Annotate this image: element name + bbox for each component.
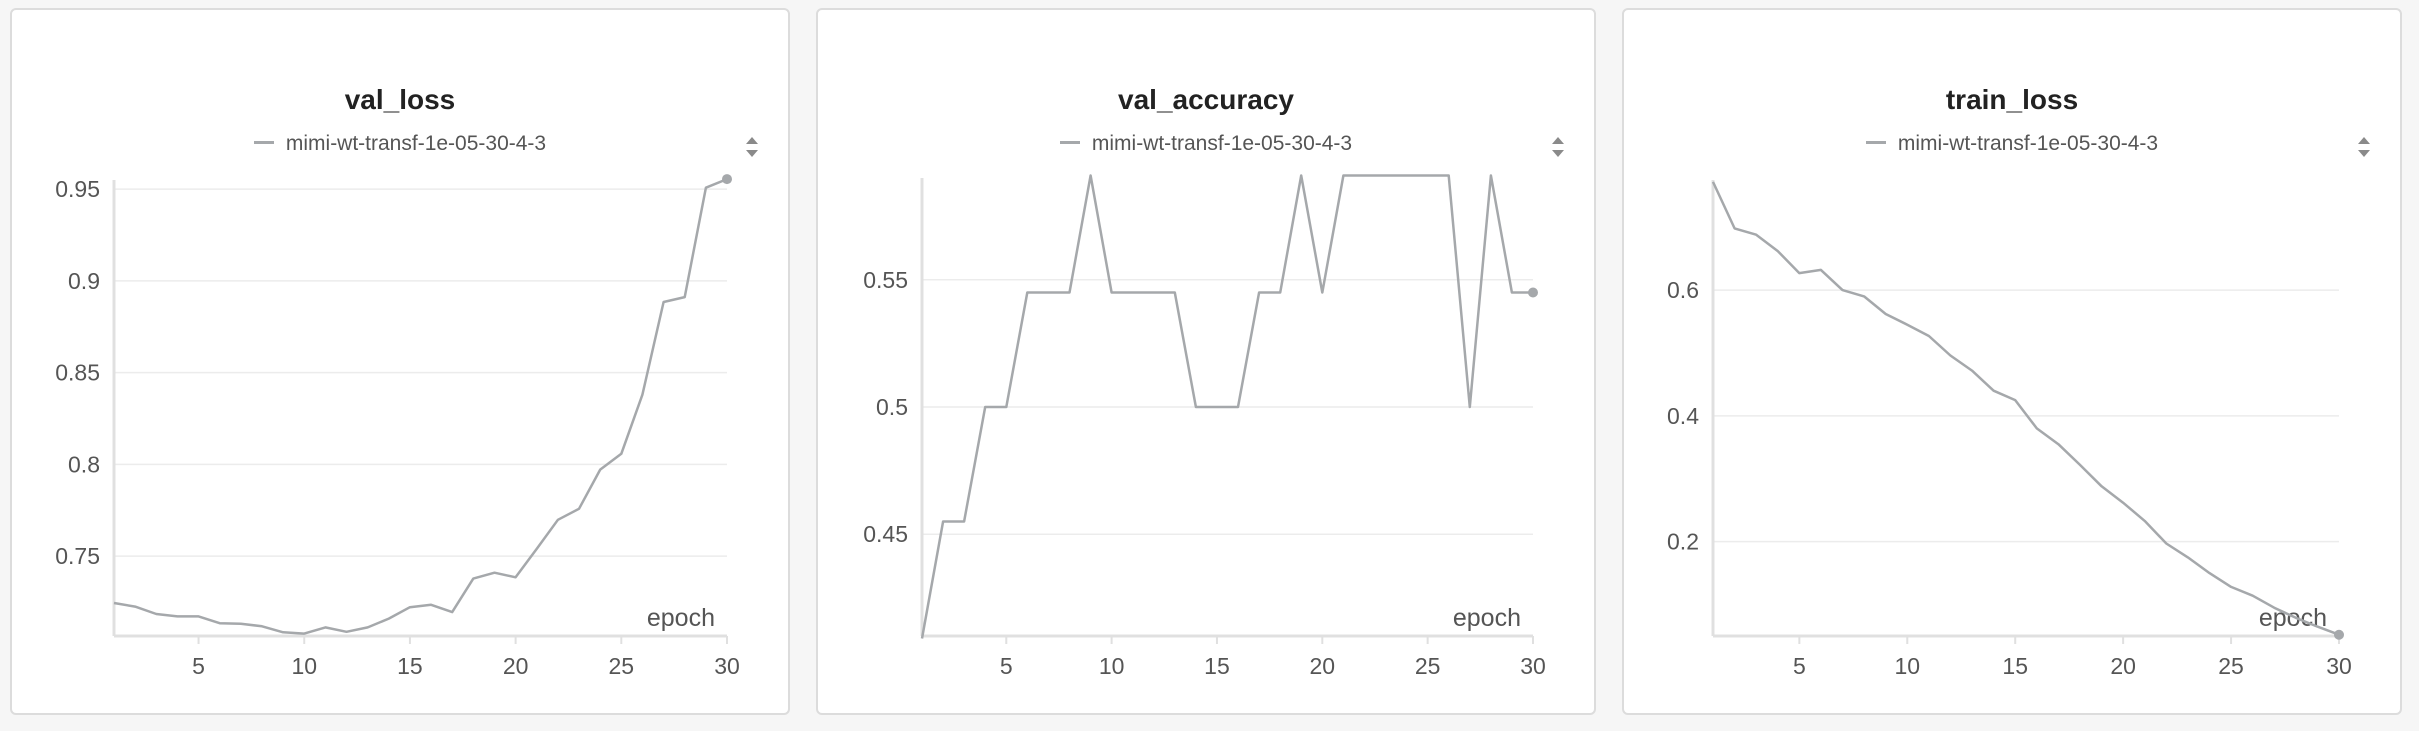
sort-arrows-icon[interactable] <box>2356 135 2372 159</box>
series-endpoint-marker <box>722 174 732 185</box>
series-line[interactable] <box>1711 181 2340 636</box>
x-tick-label: 25 <box>609 653 635 679</box>
x-tick-label: 30 <box>2326 653 2352 679</box>
x-tick-label: 10 <box>1099 653 1125 679</box>
legend-label: mimi-wt-transf-1e-05-30-4-3 <box>1897 132 2159 155</box>
legend-line-swatch <box>253 140 274 144</box>
series-line[interactable] <box>113 177 728 635</box>
x-tick-label: 20 <box>503 653 529 679</box>
legend-line-swatch <box>1865 140 1886 144</box>
x-tick-label: 30 <box>1520 653 1546 679</box>
x-axis-title: epoch <box>1453 604 1521 632</box>
chart-title: val_accuracy <box>1118 84 1294 115</box>
x-tick-label: 15 <box>397 653 423 679</box>
x-tick-label: 30 <box>714 653 740 679</box>
x-tick-label: 10 <box>1894 653 1920 679</box>
x-tick-label: 5 <box>1793 653 1806 679</box>
legend-line-swatch <box>1059 140 1080 144</box>
x-tick-label: 20 <box>2110 653 2136 679</box>
x-tick-label: 5 <box>1000 653 1013 679</box>
chart-legend[interactable]: mimi-wt-transf-1e-05-30-4-3 <box>12 132 788 156</box>
series-endpoint-marker <box>1528 287 1538 298</box>
x-tick-label: 15 <box>1204 653 1230 679</box>
x-axis-title: epoch <box>2259 604 2327 632</box>
x-axis-title: epoch <box>647 604 715 632</box>
chart-panel-val-accuracy: val_accuracy mimi-wt-transf-1e-05-30-4-3… <box>816 8 1596 715</box>
y-tick-label: 0.85 <box>55 360 100 386</box>
x-tick-label: 15 <box>2002 653 2028 679</box>
chart-plot-area[interactable]: 0.75 0.8 0.85 0.9 0.95 5 10 15 20 25 30 epoch <box>12 10 792 717</box>
y-tick-label: 0.6 <box>1667 277 1699 303</box>
y-tick-label: 0.8 <box>68 451 100 477</box>
y-tick-label: 0.9 <box>68 268 100 294</box>
x-tick-label: 25 <box>2218 653 2244 679</box>
y-tick-label: 0.5 <box>876 394 908 420</box>
y-tick-label: 0.95 <box>55 176 100 202</box>
chart-panel-train-loss: train_loss mimi-wt-transf-1e-05-30-4-3 0… <box>1622 8 2402 715</box>
series-endpoint-marker <box>2334 629 2344 640</box>
legend-label: mimi-wt-transf-1e-05-30-4-3 <box>1091 132 1353 155</box>
y-tick-label: 0.55 <box>863 267 908 293</box>
x-tick-label: 25 <box>1415 653 1441 679</box>
chart-title: train_loss <box>1945 84 2079 115</box>
x-tick-label: 20 <box>1310 653 1336 679</box>
sort-arrows-icon[interactable] <box>744 135 760 159</box>
y-tick-label: 0.75 <box>55 543 100 569</box>
y-tick-label: 0.4 <box>1667 403 1699 429</box>
x-tick-label: 10 <box>291 653 317 679</box>
y-tick-label: 0.2 <box>1667 529 1699 555</box>
chart-plot-area[interactable]: 0.45 0.5 0.55 5 10 15 20 25 30 epoch <box>818 10 1598 717</box>
y-tick-label: 0.45 <box>863 521 908 547</box>
sort-arrows-icon[interactable] <box>1550 135 1566 159</box>
series-line[interactable] <box>920 174 1533 639</box>
chart-panel-val-loss: val_loss mimi-wt-transf-1e-05-30-4-3 0.7… <box>10 8 790 715</box>
chart-title: val_loss <box>344 84 456 115</box>
chart-legend[interactable]: mimi-wt-transf-1e-05-30-4-3 <box>818 132 1594 156</box>
chart-legend[interactable]: mimi-wt-transf-1e-05-30-4-3 <box>1624 132 2400 156</box>
chart-plot-area[interactable]: 0.2 0.4 0.6 5 10 15 20 25 30 epoch <box>1624 10 2404 717</box>
x-tick-label: 5 <box>192 653 205 679</box>
legend-label: mimi-wt-transf-1e-05-30-4-3 <box>285 132 547 155</box>
